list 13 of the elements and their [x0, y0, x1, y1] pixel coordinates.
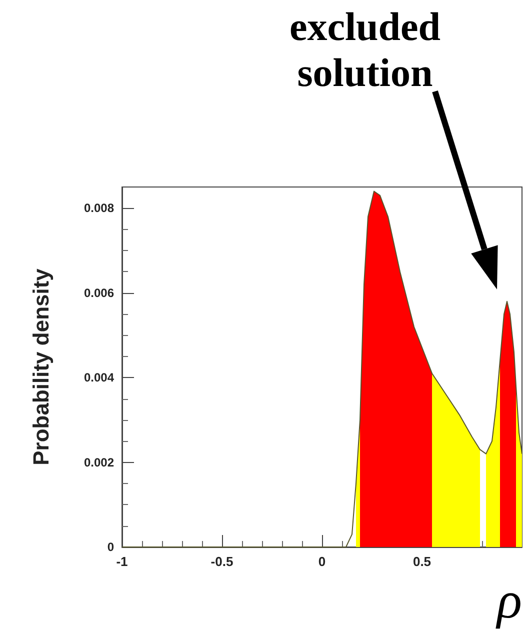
text: excluded solution: [288, 4, 442, 96]
line-series: [122, 190, 522, 548]
x-tick-label: 0.5: [412, 554, 432, 569]
y-tick-label: 0.006: [84, 286, 114, 300]
x-tick-label: -0.5: [210, 554, 234, 569]
y-tick-label: 0: [107, 540, 114, 554]
y-tick-label: 0.008: [84, 201, 114, 216]
y-axis-title: Probability density: [28, 268, 54, 466]
y-tick-label: 0.004: [84, 370, 114, 385]
x-tick-label: 0: [318, 554, 326, 569]
x-axis-title: ρ: [495, 572, 522, 630]
y-tick-label: 0.002: [84, 455, 114, 470]
x-tick-label: -1: [116, 554, 128, 569]
